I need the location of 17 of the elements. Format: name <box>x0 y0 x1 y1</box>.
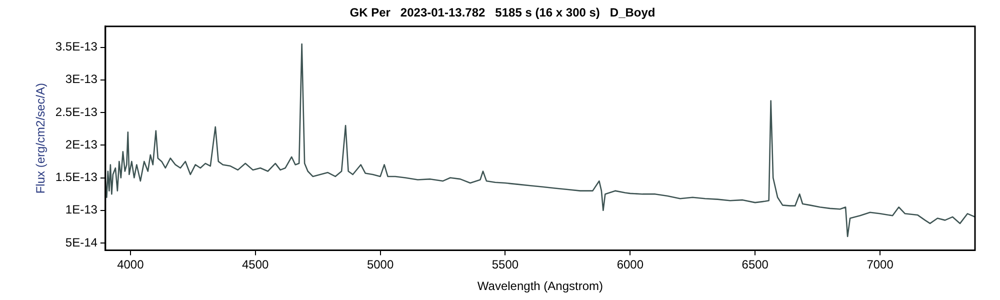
y-tick-label: 5E-14 <box>65 235 98 250</box>
x-tick-label: 6000 <box>616 258 644 272</box>
x-tick-label: 7000 <box>866 258 894 272</box>
chart-title: GK Per 2023-01-13.782 5185 s (16 x 300 s) D_Boyd <box>350 6 656 20</box>
x-axis-title: Wavelength (Angstrom) <box>477 279 604 294</box>
x-tick-label: 6500 <box>742 258 769 272</box>
y-axis-title: Flux (erg/cm2/sec/A) <box>34 82 48 194</box>
x-tick-label: 4000 <box>117 258 144 272</box>
y-tick-label: 1E-13 <box>65 202 98 217</box>
y-tick-label: 2E-13 <box>65 137 98 152</box>
x-tick-label: 4500 <box>242 258 270 272</box>
y-tick-label: 3.5E-13 <box>55 40 98 54</box>
x-tick-label: 5000 <box>366 258 394 272</box>
y-tick-label: 2.5E-13 <box>55 104 98 119</box>
y-tick-label: 3E-13 <box>65 72 98 86</box>
y-tick-label: 1.5E-13 <box>55 170 98 184</box>
x-tick-label: 5500 <box>492 258 519 272</box>
